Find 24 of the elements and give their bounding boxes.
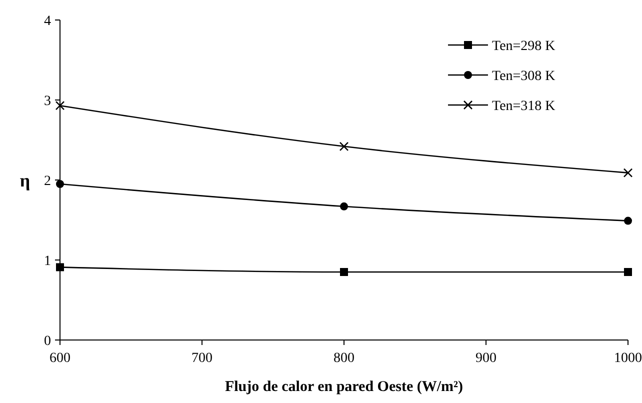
- y-tick-label: 3: [44, 94, 51, 109]
- x-tick-label: 900: [476, 351, 496, 366]
- legend-label: Ten=298 K: [492, 38, 556, 54]
- legend-label: Ten=318 K: [492, 98, 556, 114]
- point: [56, 180, 64, 188]
- point: [340, 202, 348, 210]
- point: [339, 142, 349, 152]
- point: [340, 268, 348, 276]
- y-tick-label: 4: [44, 14, 51, 29]
- point: [624, 216, 632, 225]
- point: [624, 268, 632, 276]
- y-tick-label: 0: [44, 334, 51, 349]
- x-tick-label: 700: [192, 351, 212, 366]
- x-axis-title: Flujo de calor en pared Oeste (W/m²): [224, 379, 464, 395]
- y-axis-title: η: [20, 170, 30, 190]
- point: [55, 100, 65, 110]
- point: [623, 168, 633, 178]
- y-tick-label: 1: [44, 254, 51, 269]
- point: [56, 263, 64, 272]
- y-tick-label: 2: [44, 174, 51, 189]
- x-tick-label: 800: [334, 351, 354, 366]
- legend-label: Ten=308 K: [492, 68, 556, 84]
- x-tick-label: 1000: [614, 351, 642, 366]
- x-tick-label: 600: [50, 351, 70, 366]
